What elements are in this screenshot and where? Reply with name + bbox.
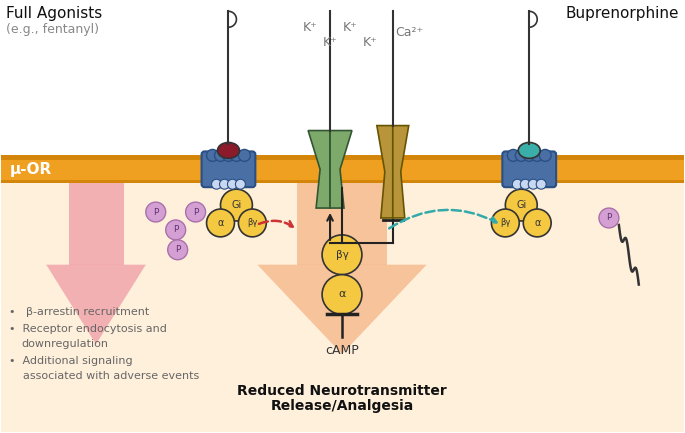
Text: P: P <box>606 213 612 223</box>
FancyBboxPatch shape <box>201 152 256 187</box>
Bar <box>1 155 684 183</box>
Text: K⁺: K⁺ <box>303 21 318 34</box>
Polygon shape <box>393 126 409 218</box>
Text: μ-OR: μ-OR <box>10 162 51 177</box>
Circle shape <box>221 189 252 221</box>
Text: P: P <box>193 207 198 216</box>
Text: •  Additional signaling: • Additional signaling <box>10 356 133 366</box>
Text: associated with adverse events: associated with adverse events <box>10 371 199 381</box>
Circle shape <box>515 149 527 162</box>
Circle shape <box>227 179 238 189</box>
Text: •  Receptor endocytosis and: • Receptor endocytosis and <box>10 324 167 334</box>
Circle shape <box>512 179 522 189</box>
Text: •   β-arrestin recruitment: • β-arrestin recruitment <box>10 307 149 317</box>
Polygon shape <box>308 131 330 208</box>
Circle shape <box>322 235 362 275</box>
Circle shape <box>521 179 530 189</box>
Circle shape <box>523 209 551 237</box>
Circle shape <box>207 149 219 162</box>
Text: βγ: βγ <box>247 219 258 227</box>
Circle shape <box>236 179 245 189</box>
Text: Ca²⁺: Ca²⁺ <box>396 26 424 39</box>
Polygon shape <box>258 265 427 354</box>
Text: P: P <box>153 207 158 216</box>
Text: P: P <box>175 245 180 254</box>
Circle shape <box>214 149 227 162</box>
Circle shape <box>506 189 537 221</box>
Text: K⁺: K⁺ <box>362 36 377 49</box>
Text: cAMP: cAMP <box>325 344 359 357</box>
Text: P: P <box>173 226 178 234</box>
Text: α: α <box>338 290 346 300</box>
Text: downregulation: downregulation <box>21 339 108 349</box>
Text: α: α <box>534 218 540 228</box>
Circle shape <box>168 240 188 260</box>
Bar <box>1 160 684 180</box>
Text: K⁺: K⁺ <box>342 21 358 34</box>
Circle shape <box>166 220 186 240</box>
Circle shape <box>219 179 229 189</box>
Text: α: α <box>217 218 224 228</box>
Circle shape <box>238 209 266 237</box>
Circle shape <box>207 209 234 237</box>
Circle shape <box>186 202 206 222</box>
Ellipse shape <box>218 142 240 158</box>
Circle shape <box>599 208 619 228</box>
Text: βγ: βγ <box>336 250 349 260</box>
Circle shape <box>238 149 251 162</box>
Bar <box>1 1 684 155</box>
Circle shape <box>491 209 519 237</box>
Circle shape <box>532 149 543 162</box>
Circle shape <box>528 179 538 189</box>
Text: Release/Analgesia: Release/Analgesia <box>271 399 414 413</box>
Text: βγ: βγ <box>500 219 510 227</box>
Circle shape <box>230 149 242 162</box>
Polygon shape <box>330 131 352 208</box>
Circle shape <box>322 275 362 314</box>
Text: Full Agonists: Full Agonists <box>6 6 103 21</box>
Circle shape <box>223 149 234 162</box>
Ellipse shape <box>519 142 540 158</box>
Bar <box>297 183 387 265</box>
Text: Gi: Gi <box>232 200 242 210</box>
Bar <box>1 183 684 432</box>
Text: Reduced Neurotransmitter: Reduced Neurotransmitter <box>237 384 447 398</box>
Text: (e.g., fentanyl): (e.g., fentanyl) <box>6 23 99 36</box>
Text: K⁺: K⁺ <box>323 36 338 49</box>
Circle shape <box>539 149 551 162</box>
Circle shape <box>508 149 519 162</box>
Bar <box>69 183 124 265</box>
Text: Gi: Gi <box>516 200 526 210</box>
Polygon shape <box>46 265 146 344</box>
Circle shape <box>536 179 546 189</box>
Circle shape <box>212 179 221 189</box>
FancyBboxPatch shape <box>502 152 556 187</box>
Text: Buprenorphine: Buprenorphine <box>565 6 679 21</box>
Circle shape <box>523 149 535 162</box>
Polygon shape <box>377 126 393 218</box>
Circle shape <box>146 202 166 222</box>
